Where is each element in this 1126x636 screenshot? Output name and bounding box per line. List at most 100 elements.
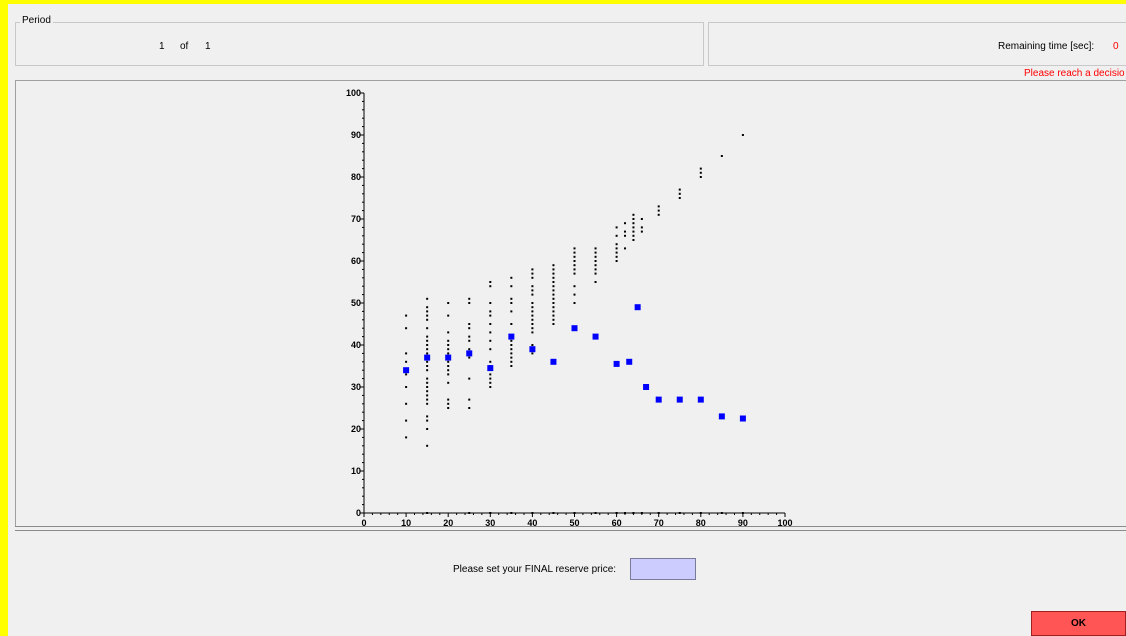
black-data-point bbox=[426, 339, 429, 342]
period-total: 1 bbox=[205, 41, 211, 52]
highlight-bar-left bbox=[0, 0, 8, 636]
black-data-point bbox=[426, 306, 429, 309]
y-tick-label: 100 bbox=[346, 88, 361, 98]
y-tick-label: 90 bbox=[351, 130, 361, 140]
black-data-point bbox=[678, 512, 681, 514]
black-data-point bbox=[573, 285, 576, 288]
black-data-point bbox=[552, 297, 555, 300]
black-data-point bbox=[510, 348, 513, 351]
black-data-point bbox=[426, 360, 429, 363]
black-data-point bbox=[405, 373, 408, 376]
y-tick-label: 60 bbox=[351, 256, 361, 266]
black-data-point bbox=[632, 213, 635, 216]
timer-group bbox=[708, 22, 1126, 66]
black-data-point bbox=[531, 285, 534, 288]
period-current: 1 bbox=[159, 41, 165, 52]
black-data-point bbox=[531, 344, 534, 346]
black-data-point bbox=[447, 398, 450, 401]
black-data-point bbox=[573, 302, 576, 304]
blue-data-point bbox=[487, 365, 494, 372]
blue-data-point bbox=[718, 413, 725, 420]
x-tick-label: 30 bbox=[485, 518, 495, 528]
black-data-point bbox=[489, 386, 492, 388]
blue-data-point bbox=[655, 396, 662, 403]
black-data-point bbox=[510, 285, 513, 288]
black-data-point bbox=[489, 377, 492, 380]
blue-data-point bbox=[697, 396, 704, 403]
black-data-point bbox=[510, 297, 513, 300]
black-data-point bbox=[552, 314, 555, 317]
reserve-price-input[interactable] bbox=[630, 558, 696, 580]
y-tick-label: 70 bbox=[351, 214, 361, 224]
black-data-point bbox=[531, 352, 534, 355]
black-data-point bbox=[632, 230, 635, 233]
black-data-point bbox=[552, 512, 555, 514]
y-tick-label: 10 bbox=[351, 466, 361, 476]
black-data-point bbox=[447, 365, 450, 367]
black-data-point bbox=[426, 381, 429, 384]
black-data-point bbox=[594, 264, 597, 267]
black-data-point bbox=[489, 381, 492, 384]
x-tick-label: 70 bbox=[654, 518, 664, 528]
black-data-point bbox=[426, 327, 429, 330]
black-data-point bbox=[552, 302, 555, 304]
blue-data-point bbox=[739, 415, 746, 422]
black-data-point bbox=[489, 323, 492, 325]
blue-data-point bbox=[626, 358, 633, 365]
black-data-point bbox=[573, 264, 576, 267]
black-data-point bbox=[632, 239, 635, 241]
black-data-point bbox=[426, 335, 429, 338]
black-data-point bbox=[405, 360, 408, 363]
black-data-point bbox=[468, 302, 471, 304]
black-data-point bbox=[468, 323, 471, 325]
black-data-point bbox=[573, 251, 576, 254]
black-data-point bbox=[741, 134, 744, 136]
black-data-point bbox=[426, 314, 429, 317]
black-data-point bbox=[573, 272, 576, 275]
black-data-point bbox=[426, 402, 429, 405]
x-tick-label: 80 bbox=[696, 518, 706, 528]
black-data-point bbox=[573, 293, 576, 296]
black-data-point bbox=[405, 419, 408, 422]
black-data-point bbox=[657, 205, 660, 208]
black-data-point bbox=[594, 512, 597, 514]
black-data-point bbox=[426, 390, 429, 393]
y-tick-label: 50 bbox=[351, 298, 361, 308]
black-data-point bbox=[615, 234, 618, 237]
black-data-point bbox=[720, 155, 723, 157]
black-data-point bbox=[468, 407, 471, 409]
black-data-point bbox=[426, 365, 429, 367]
black-data-point bbox=[510, 323, 513, 325]
black-data-point bbox=[468, 356, 471, 359]
black-data-point bbox=[624, 230, 627, 233]
blue-data-point bbox=[550, 358, 557, 365]
black-data-point bbox=[447, 314, 450, 317]
panel-divider bbox=[15, 526, 1126, 527]
ok-button[interactable]: OK bbox=[1031, 611, 1126, 636]
black-data-point bbox=[573, 268, 576, 271]
black-data-point bbox=[615, 251, 618, 254]
black-data-point bbox=[552, 306, 555, 309]
remaining-time-label: Remaining time [sec]: bbox=[998, 41, 1095, 52]
y-tick-label: 30 bbox=[351, 382, 361, 392]
black-data-point bbox=[426, 318, 429, 321]
black-data-point bbox=[552, 323, 555, 325]
black-data-point bbox=[489, 348, 492, 351]
black-data-point bbox=[468, 339, 471, 342]
black-data-point bbox=[510, 356, 513, 359]
black-data-point bbox=[447, 302, 450, 304]
black-data-point bbox=[531, 323, 534, 325]
black-data-point bbox=[594, 251, 597, 254]
black-data-point bbox=[447, 407, 450, 409]
x-tick-label: 100 bbox=[777, 518, 792, 528]
black-data-point bbox=[405, 352, 408, 355]
black-data-point bbox=[531, 268, 534, 271]
black-data-point bbox=[594, 260, 597, 262]
black-data-point bbox=[426, 348, 429, 351]
black-data-point bbox=[657, 213, 660, 216]
black-data-point bbox=[426, 444, 429, 447]
black-data-point bbox=[624, 512, 627, 514]
black-data-point bbox=[632, 512, 635, 514]
black-data-point bbox=[426, 394, 429, 397]
